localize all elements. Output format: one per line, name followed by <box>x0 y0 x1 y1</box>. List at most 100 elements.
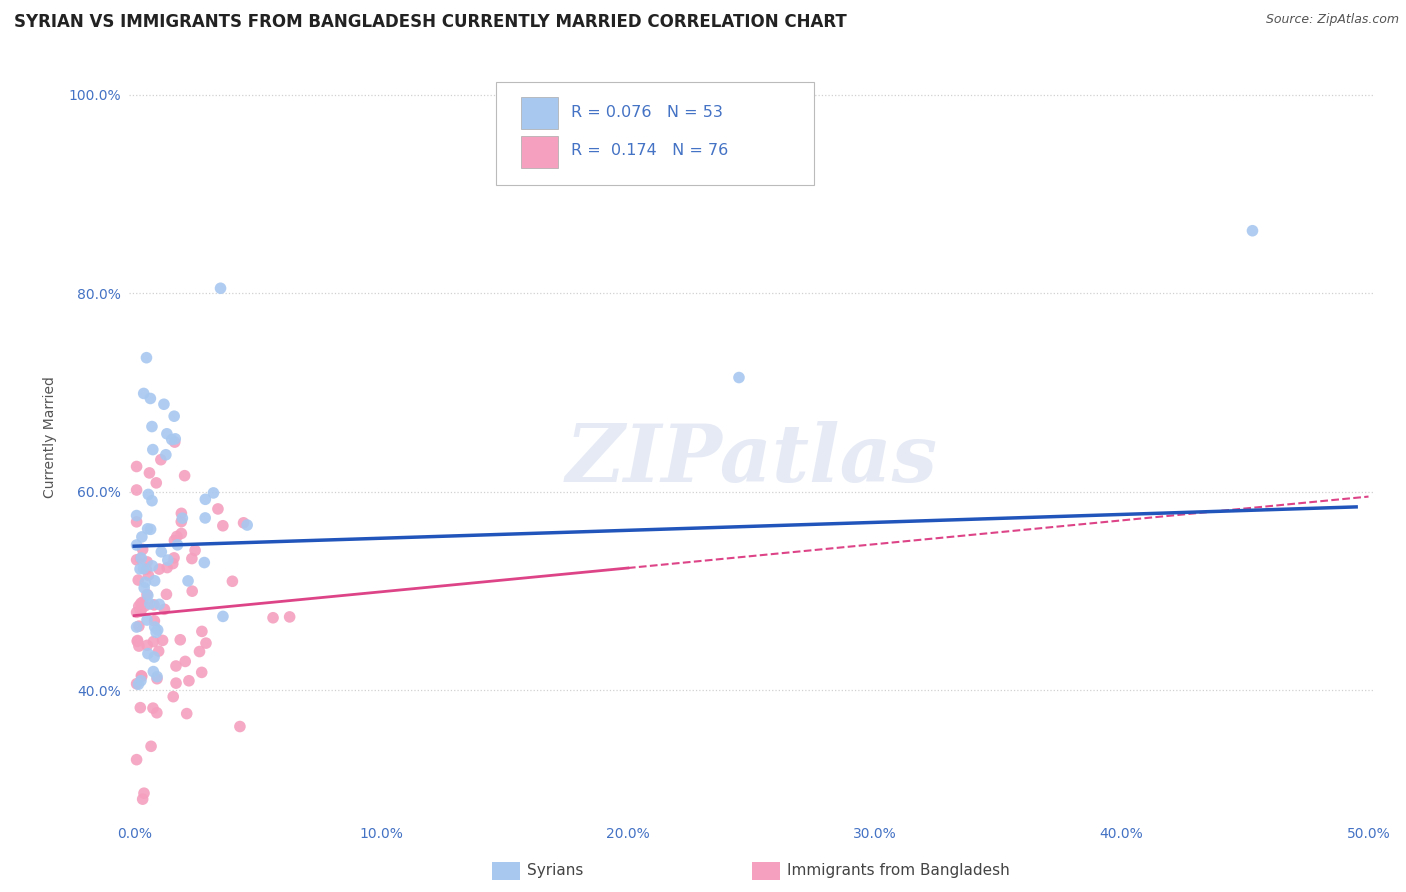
Point <box>142 634 165 648</box>
Point <box>146 706 169 720</box>
Point <box>209 281 232 295</box>
Point <box>138 466 160 480</box>
Point <box>146 672 169 686</box>
Point <box>143 574 166 588</box>
Point <box>131 669 153 683</box>
Point <box>160 433 183 447</box>
Point <box>136 555 159 569</box>
Point <box>153 397 176 411</box>
Point <box>156 426 179 441</box>
Point <box>125 459 148 474</box>
Point <box>146 670 169 684</box>
Point <box>194 636 217 650</box>
Point <box>236 518 259 533</box>
Point <box>262 611 284 625</box>
Point <box>149 452 172 467</box>
Point <box>132 386 155 401</box>
Text: Syrians: Syrians <box>527 863 583 878</box>
Text: SYRIAN VS IMMIGRANTS FROM BANGLADESH CURRENTLY MARRIED CORRELATION CHART: SYRIAN VS IMMIGRANTS FROM BANGLADESH CUR… <box>14 13 846 31</box>
Point <box>136 638 159 652</box>
Point <box>131 792 153 806</box>
Point <box>278 610 301 624</box>
Point <box>145 475 167 490</box>
Point <box>136 522 159 536</box>
Point <box>131 542 153 557</box>
Point <box>134 599 156 613</box>
Bar <box>752 862 780 880</box>
Bar <box>522 97 558 129</box>
Point <box>134 581 156 595</box>
Point <box>128 619 150 633</box>
Point <box>173 468 195 483</box>
Point <box>170 507 193 521</box>
Point <box>162 690 184 704</box>
Text: ZIPatlas: ZIPatlas <box>565 421 938 499</box>
Point <box>129 603 152 617</box>
Point <box>141 419 163 434</box>
Bar <box>522 136 558 169</box>
Point <box>143 614 166 628</box>
Point <box>143 650 166 665</box>
Point <box>136 613 159 627</box>
Point <box>148 644 170 658</box>
Point <box>139 739 162 754</box>
Point <box>172 511 194 525</box>
Point <box>191 624 214 639</box>
Point <box>162 557 184 571</box>
Point <box>165 676 187 690</box>
Point <box>125 753 148 767</box>
Point <box>165 432 187 446</box>
Point <box>728 370 751 384</box>
Text: Immigrants from Bangladesh: Immigrants from Bangladesh <box>787 863 1010 878</box>
Point <box>138 487 160 501</box>
Point <box>129 596 152 610</box>
Point <box>150 545 173 559</box>
Y-axis label: Currently Married: Currently Married <box>44 376 58 498</box>
Point <box>136 647 159 661</box>
Point <box>165 659 187 673</box>
Point <box>145 625 167 640</box>
Point <box>155 448 177 462</box>
Point <box>128 639 150 653</box>
Point <box>177 673 200 688</box>
Point <box>139 522 162 536</box>
Point <box>177 574 200 588</box>
Point <box>194 492 217 507</box>
Point <box>193 556 215 570</box>
Point <box>174 655 197 669</box>
Point <box>232 516 254 530</box>
Point <box>139 597 162 611</box>
Point <box>125 553 148 567</box>
Point <box>129 551 152 566</box>
Point <box>125 515 148 529</box>
Point <box>127 634 149 648</box>
Point <box>148 598 170 612</box>
Point <box>142 665 165 679</box>
Point <box>131 669 153 683</box>
Point <box>134 575 156 590</box>
Point <box>212 518 235 533</box>
Point <box>146 623 169 637</box>
Point <box>156 560 179 574</box>
Text: R = 0.076   N = 53: R = 0.076 N = 53 <box>571 105 723 120</box>
Point <box>221 574 243 589</box>
Point <box>127 573 149 587</box>
Point <box>143 598 166 612</box>
Point <box>180 551 202 566</box>
Point <box>125 620 148 634</box>
Point <box>125 605 148 619</box>
Point <box>131 530 153 544</box>
Point <box>176 706 198 721</box>
Point <box>166 538 188 552</box>
Point <box>128 599 150 614</box>
Point <box>142 442 165 457</box>
Point <box>129 700 152 714</box>
Point <box>132 786 155 800</box>
Point <box>155 587 177 601</box>
Point <box>125 508 148 523</box>
Point <box>194 511 217 525</box>
Point <box>129 562 152 576</box>
Point <box>181 584 204 599</box>
Point <box>1241 224 1264 238</box>
FancyBboxPatch shape <box>496 82 814 185</box>
